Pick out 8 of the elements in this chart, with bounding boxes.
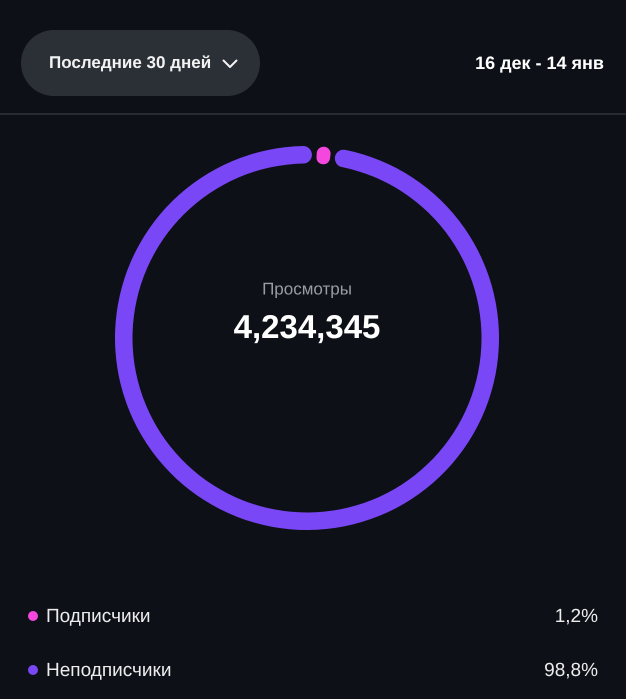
legend-label: Неподписчики: [46, 660, 172, 682]
text: Последние 30 дней: [49, 53, 212, 73]
text: 4,234,345: [234, 308, 380, 346]
data-label: 1,2%: [554, 606, 598, 628]
data-label: 98,8%: [544, 660, 598, 682]
text: Просмотры: [262, 280, 352, 299]
legend-label: Подписчики: [46, 606, 151, 628]
text: 16 дек - 14 янв: [475, 53, 604, 74]
